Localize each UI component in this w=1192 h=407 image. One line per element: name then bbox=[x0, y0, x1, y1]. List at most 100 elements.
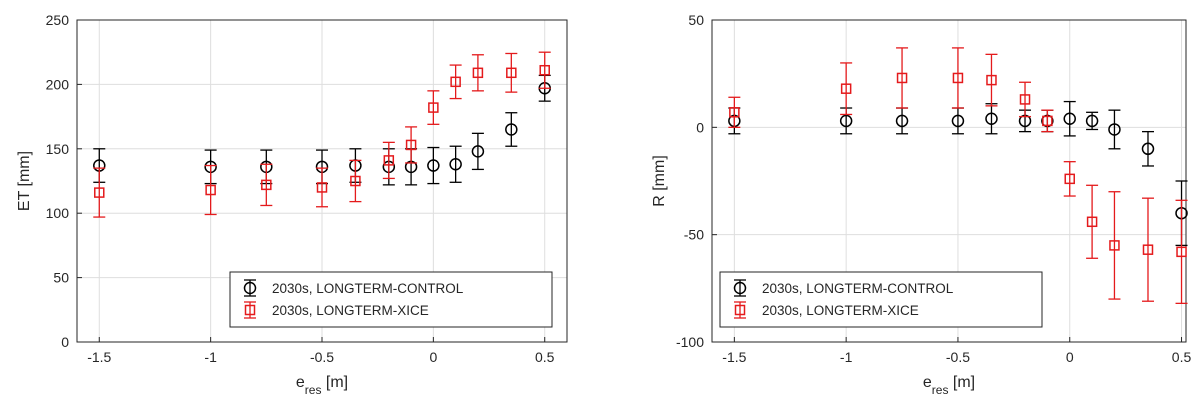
legend: 2030s, LONGTERM-CONTROL 2030s, LONGTERM-X… bbox=[229, 271, 553, 328]
legend-marker-circle bbox=[243, 281, 257, 295]
error-bar bbox=[840, 62, 853, 116]
data-point-circle bbox=[839, 114, 853, 128]
error-bar bbox=[1175, 199, 1188, 305]
y-tick-label: 200 bbox=[46, 76, 70, 92]
y-tick-label: 0 bbox=[696, 119, 704, 135]
y-tick-label: 50 bbox=[53, 270, 69, 286]
data-point-circle bbox=[951, 114, 965, 128]
data-point-square bbox=[1142, 244, 1154, 255]
data-point-square bbox=[428, 102, 439, 113]
x-tick-label: -0.5 bbox=[946, 349, 970, 365]
error-bar bbox=[471, 54, 484, 92]
error-bar bbox=[349, 159, 362, 203]
data-point-square bbox=[205, 184, 216, 196]
data-point-circle bbox=[505, 123, 518, 136]
axes-box bbox=[76, 19, 568, 343]
y-tick-label: 0 bbox=[61, 334, 69, 350]
data-point-square bbox=[450, 76, 461, 88]
data-point-square bbox=[261, 179, 272, 191]
y-tick-label: -50 bbox=[684, 227, 704, 243]
data-point-square bbox=[1064, 173, 1075, 185]
data-point-square bbox=[840, 83, 852, 94]
legend-label: 2030s, LONGTERM-CONTROL bbox=[272, 281, 464, 296]
data-point-square bbox=[383, 155, 395, 166]
error-bar bbox=[505, 52, 518, 93]
y-axis-label: ET [mm] bbox=[16, 151, 33, 211]
data-point-square bbox=[405, 139, 417, 151]
x-tick-label: -0.5 bbox=[310, 349, 334, 365]
error-bar bbox=[427, 146, 440, 185]
x-tick-label: 0.5 bbox=[1172, 349, 1192, 365]
error-bar bbox=[538, 51, 551, 89]
data-point-circle bbox=[427, 159, 440, 172]
data-point-square bbox=[539, 64, 550, 76]
data-point-circle bbox=[985, 112, 998, 125]
data-point-square bbox=[1042, 115, 1053, 127]
data-point-square bbox=[1019, 94, 1031, 105]
error-bar bbox=[1108, 191, 1121, 300]
data-point-circle bbox=[449, 158, 462, 171]
error-bar bbox=[1063, 161, 1076, 197]
error-bar bbox=[427, 90, 440, 125]
x-tick-label: 0 bbox=[1066, 349, 1074, 365]
error-bar bbox=[1019, 81, 1032, 118]
error-bar bbox=[951, 47, 964, 109]
error-bar bbox=[93, 167, 106, 218]
error-bar bbox=[405, 126, 418, 164]
error-bar bbox=[896, 47, 909, 109]
y-tick-label: 50 bbox=[688, 12, 704, 28]
x-tick-label: -1.5 bbox=[87, 349, 111, 365]
x-tick-label: 0 bbox=[429, 349, 437, 365]
data-point-circle bbox=[471, 145, 485, 158]
legend-label: 2030s, LONGTERM-CONTROL bbox=[762, 281, 954, 296]
data-point-square bbox=[729, 107, 740, 118]
data-point-square bbox=[94, 187, 105, 198]
y-tick-label: 100 bbox=[46, 205, 70, 221]
error-bar bbox=[1041, 109, 1054, 133]
x-tick-label: -1 bbox=[840, 349, 853, 365]
error-bar bbox=[1063, 100, 1076, 137]
error-bar bbox=[449, 145, 462, 183]
error-bar bbox=[449, 64, 462, 100]
data-point-square bbox=[472, 67, 484, 79]
et-chart: -1.5 -1 -0.5 0 0.5 0 50 100 150 200 250 eres [m] ET … bbox=[16, 12, 568, 397]
legend-box bbox=[229, 271, 553, 328]
data-point-square bbox=[952, 72, 964, 84]
data-point-circle bbox=[1085, 114, 1099, 128]
x-axis-label: eres [m] bbox=[923, 374, 975, 397]
y-tick-label: -100 bbox=[676, 334, 704, 350]
y-tick-label: 150 bbox=[46, 141, 70, 157]
x-tick-label: 0.5 bbox=[535, 349, 555, 365]
data-point-square bbox=[350, 175, 361, 187]
error-bar bbox=[204, 164, 217, 216]
data-point-circle bbox=[1141, 142, 1155, 156]
error-bar bbox=[728, 96, 741, 128]
data-point-circle bbox=[1108, 123, 1121, 136]
runoff-chart: -1.5 -1 -0.5 0 0.5 -100 -50 0 50 eres [m] R [mm] 20… bbox=[651, 12, 1191, 397]
data-point-square bbox=[1176, 246, 1187, 258]
series-xice bbox=[93, 51, 551, 218]
error-bar bbox=[1108, 109, 1121, 150]
series-xice bbox=[728, 47, 1188, 305]
legend-marker-circle bbox=[733, 281, 747, 295]
x-tick-label: -1.5 bbox=[722, 349, 746, 365]
data-point-square bbox=[896, 72, 908, 84]
data-point-square bbox=[986, 74, 997, 86]
data-point-circle bbox=[895, 114, 909, 128]
error-bar bbox=[260, 163, 273, 207]
error-bar bbox=[1141, 130, 1154, 167]
y-axis-label: R [mm] bbox=[651, 155, 668, 207]
legend-label: 2030s, LONGTERM-XICE bbox=[272, 303, 429, 318]
legend: 2030s, LONGTERM-CONTROL 2030s, LONGTERM-X… bbox=[719, 271, 1043, 328]
data-point-square bbox=[1086, 216, 1098, 228]
y-tick-label: 250 bbox=[46, 12, 70, 28]
error-bar bbox=[1086, 184, 1099, 259]
legend-marker-square bbox=[734, 304, 746, 316]
legend-box bbox=[719, 271, 1043, 328]
data-point-circle bbox=[1063, 112, 1076, 125]
error-bar bbox=[505, 112, 518, 147]
error-bar bbox=[1141, 197, 1154, 302]
legend-marker-square bbox=[244, 304, 256, 316]
data-point-square bbox=[506, 67, 517, 79]
